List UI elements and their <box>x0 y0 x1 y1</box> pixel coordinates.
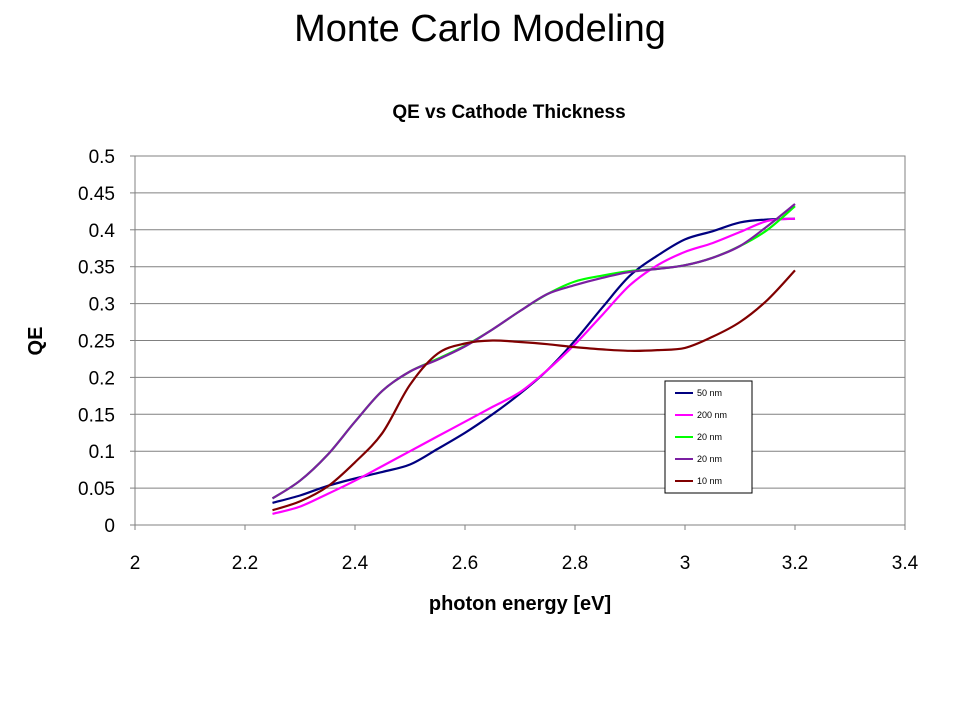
y-tick-label: 0.15 <box>78 405 115 426</box>
y-tick-label: 0.1 <box>89 442 115 463</box>
x-tick-label: 2 <box>130 553 141 574</box>
y-tick-label: 0.05 <box>78 479 115 500</box>
series-line-1 <box>272 217 796 515</box>
legend-label: 20 nm <box>697 454 722 464</box>
y-tick-label: 0.35 <box>78 258 115 279</box>
x-tick-label: 3.4 <box>892 553 919 574</box>
x-tick-label: 2.4 <box>342 553 369 574</box>
series-line-4 <box>272 269 796 512</box>
legend-label: 200 nm <box>697 410 727 420</box>
series-line-3 <box>271 203 796 500</box>
legend-label: 10 nm <box>697 476 722 486</box>
y-tick-label: 0.4 <box>89 221 116 242</box>
y-tick-label: 0.2 <box>89 368 115 389</box>
x-tick-label: 3.2 <box>782 553 808 574</box>
y-tick-label: 0.5 <box>89 147 115 168</box>
x-tick-label: 3 <box>680 553 691 574</box>
legend-label: 20 nm <box>697 432 722 442</box>
legend-label: 50 nm <box>697 388 722 398</box>
y-tick-label: 0.3 <box>89 295 115 316</box>
slide-title: Monte Carlo Modeling <box>294 8 666 50</box>
y-tick-label: 0.45 <box>78 184 115 205</box>
y-tick-label: 0.25 <box>78 332 115 353</box>
x-tick-label: 2.2 <box>232 553 258 574</box>
y-axis-label: QE <box>25 327 47 356</box>
chart-title: QE vs Cathode Thickness <box>392 102 625 123</box>
x-tick-label: 2.6 <box>452 553 478 574</box>
x-axis-label: photon energy [eV] <box>429 593 611 615</box>
x-tick-label: 2.8 <box>562 553 588 574</box>
chart-legend: 50 nm 200 nm 20 nm 20 nm 10 nm <box>664 380 753 494</box>
y-tick-label: 0 <box>104 516 115 537</box>
